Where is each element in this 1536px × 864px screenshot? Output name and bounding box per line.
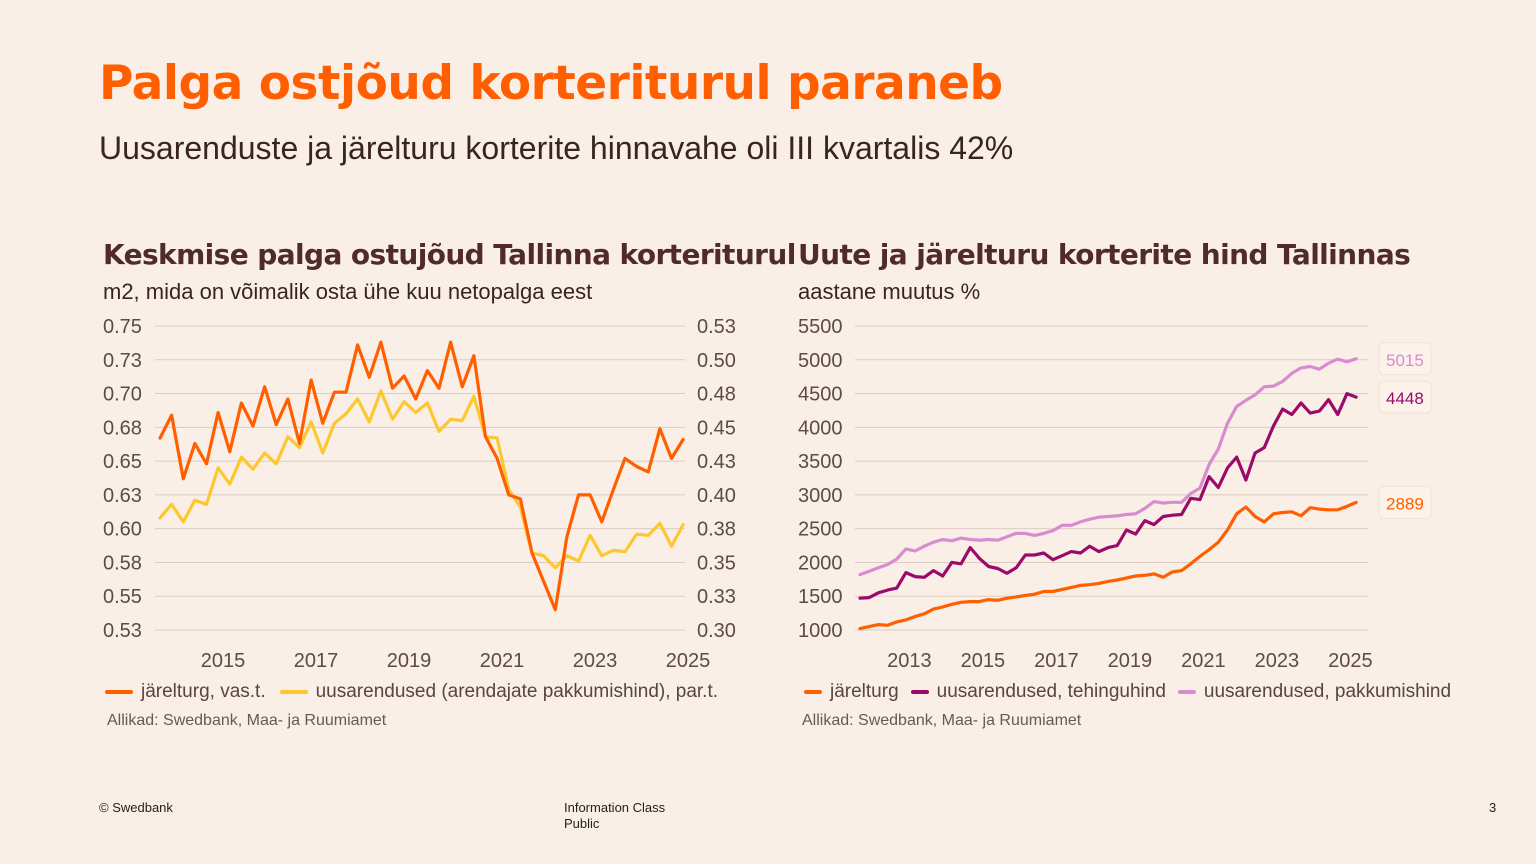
y-tick-label-left: 0.60: [103, 519, 142, 541]
end-value-box: [1378, 342, 1432, 376]
end-value-box: [1378, 380, 1432, 414]
y-tick-label-left: 1500: [798, 586, 843, 608]
y-tick-label-left: 5500: [798, 316, 843, 338]
x-tick-label: 2023: [573, 650, 618, 672]
x-tick-label: 2021: [1181, 650, 1226, 672]
x-tick-label: 2023: [1255, 650, 1300, 672]
x-tick-label: 2021: [480, 650, 525, 672]
y-tick-label-left: 0.53: [103, 620, 142, 642]
x-tick-label: 2013: [887, 650, 932, 672]
right-chart-subtitle: aastane muutus %: [798, 279, 981, 304]
footer-info-class: Information Class Public: [564, 800, 665, 832]
right-chart-legend: järelturg uusarendused, tehinguhind uusa…: [804, 681, 1451, 703]
series-line-1: [858, 392, 1358, 600]
x-tick-label: 2017: [1034, 650, 1079, 672]
y-tick-label-left: 2000: [798, 552, 843, 574]
legend-swatch-jarelturg: [105, 690, 133, 694]
legend-swatch-jarelturg: [804, 690, 822, 694]
info-class-value: Public: [564, 816, 600, 831]
y-tick-label-right: 0.40: [697, 485, 736, 507]
legend-swatch-tehinguhind: [910, 690, 929, 694]
y-tick-label-right: 0.45: [697, 417, 736, 439]
y-tick-label-left: 0.65: [103, 451, 142, 473]
y-tick-label-right: 0.35: [697, 552, 736, 574]
slide-title: Palga ostjõud korteriturul paraneb: [99, 56, 1003, 111]
x-tick-label: 2017: [294, 650, 339, 672]
left-chart-source: Allikad: Swedbank, Maa- ja Ruumiamet: [107, 712, 387, 729]
legend-swatch-uusarendused: [279, 690, 308, 694]
y-tick-label-right: 0.43: [697, 451, 736, 473]
legend-swatch-pakkumishind: [1177, 690, 1196, 694]
y-tick-label-left: 4000: [798, 417, 843, 439]
footer-copyright: © Swedbank: [99, 800, 173, 815]
page-number: 3: [1489, 800, 1497, 815]
left-chart-subtitle: m2, mida on võimalik osta ühe kuu netopa…: [103, 279, 593, 304]
legend-label: järelturg: [830, 681, 899, 702]
y-tick-label-left: 0.55: [103, 586, 142, 608]
end-value-label: 5015: [1386, 351, 1424, 370]
x-tick-label: 2015: [201, 650, 246, 672]
legend-label: uusarendused (arendajate pakkumishind), …: [315, 681, 719, 702]
series-line-1: [158, 389, 685, 570]
y-tick-label-left: 0.63: [103, 485, 142, 507]
y-tick-label-right: 0.48: [697, 384, 736, 406]
y-tick-label-left: 3500: [798, 451, 843, 473]
y-tick-label-left: 0.70: [103, 384, 142, 406]
x-tick-label: 2025: [666, 650, 711, 672]
series-line-2: [858, 357, 1358, 577]
right-chart-source: Allikad: Swedbank, Maa- ja Ruumiamet: [802, 712, 1082, 729]
x-tick-label: 2019: [1108, 650, 1153, 672]
end-value-label: 2889: [1386, 494, 1424, 513]
y-tick-label-right: 0.38: [697, 519, 736, 541]
y-tick-label-right: 0.50: [697, 350, 736, 372]
y-tick-label-right: 0.53: [697, 316, 736, 338]
y-tick-label-left: 5000: [798, 350, 843, 372]
x-tick-label: 2025: [1328, 650, 1373, 672]
y-tick-label-left: 0.58: [103, 552, 142, 574]
end-value-label: 4448: [1386, 389, 1424, 408]
end-value-box: [1378, 485, 1432, 519]
y-tick-label-left: 3000: [798, 485, 843, 507]
x-tick-label: 2019: [387, 650, 432, 672]
left-chart-title: Keskmise palga ostujõud Tallinna korteri…: [103, 238, 796, 271]
legend-label: järelturg, vas.t.: [141, 681, 266, 702]
y-tick-label-left: 0.75: [103, 316, 142, 338]
y-tick-label-right: 0.30: [697, 620, 736, 642]
y-tick-label-right: 0.33: [697, 586, 736, 608]
y-tick-label-left: 1000: [798, 620, 843, 642]
y-tick-label-left: 0.73: [103, 350, 142, 372]
y-tick-label-left: 0.68: [103, 417, 142, 439]
slide-subtitle: Uusarenduste ja järelturu korterite hinn…: [99, 130, 1014, 166]
legend-label: uusarendused, pakkumishind: [1203, 681, 1452, 702]
x-tick-label: 2015: [961, 650, 1006, 672]
y-tick-label-left: 4500: [798, 384, 843, 406]
left-chart-legend: järelturg, vas.t. uusarendused (arendaja…: [105, 681, 718, 703]
right-chart-title: Uute ja järelturu korterite hind Tallinn…: [798, 238, 1411, 271]
series-line-0: [158, 340, 685, 612]
info-class-label: Information Class: [564, 800, 666, 815]
series-line-0: [858, 500, 1358, 631]
legend-label: uusarendused, tehinguhind: [936, 681, 1166, 702]
y-tick-label-left: 2500: [798, 519, 843, 541]
